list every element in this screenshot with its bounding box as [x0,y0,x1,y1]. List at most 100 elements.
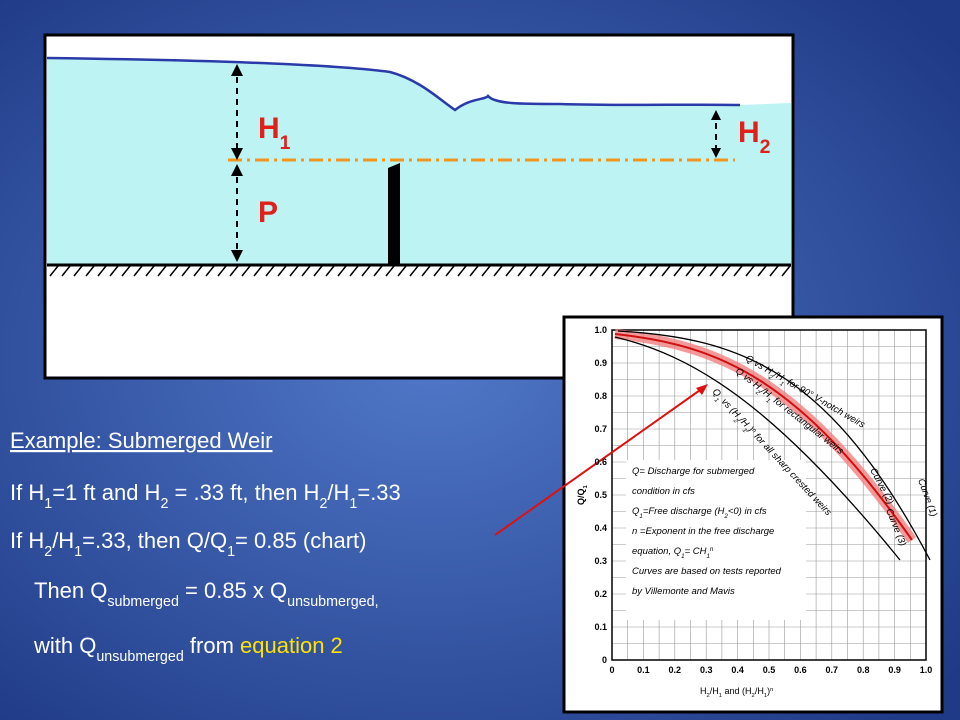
hatch [145,265,155,277]
subscript: 2 [160,496,168,512]
text-run: Curves are based on tests reported [632,566,782,577]
subscript: 2 [44,544,52,560]
text-run: If H [10,480,44,505]
y-tick-label: 0.9 [594,358,607,368]
y-tick-label: 0.2 [594,589,607,599]
text-run: H [258,112,280,145]
hatch [193,265,203,277]
hatch [337,265,347,277]
arrowhead [231,64,243,76]
hatch [469,265,479,277]
hatch [313,265,323,277]
text-run: H [700,686,707,696]
y-tick-label: 0.1 [594,622,607,632]
y-tick-label: 0 [602,655,607,665]
curve-3 [614,336,901,561]
x-tick-label: 0.7 [826,665,839,675]
text-line: If H1=1 ft and H2 = .33 ft, then H2/H1=.… [10,480,401,512]
subscript: 2 [760,136,771,158]
text-run: Then Q [34,578,107,603]
subscript: 1 [639,513,642,520]
text-run: ) [767,686,770,696]
note-line: Q1=Free discharge (H2<0) in cfs [632,506,767,520]
text-run: /H [771,369,786,384]
hatch [253,265,263,277]
hatch [433,265,443,277]
hatch [289,265,299,277]
text-run: =.33 [357,480,400,505]
text-run: n =Exponent in the free discharge [632,526,774,537]
submergence-chart: Q vs H2/H1 for 90° V-notch weirs Q vs H2… [494,315,944,714]
hatch [181,265,191,277]
hatch [409,265,419,277]
example-title: Example: Submerged Weir [10,428,273,453]
hatch [541,265,551,277]
note-line: Curves are based on tests reported [632,566,782,577]
note-line: Q= Discharge for submerged [632,466,755,477]
note-line: n =Exponent in the free discharge [632,526,774,537]
hatch [733,265,743,277]
hatch [385,265,395,277]
hatch [61,265,71,277]
hatch [373,265,383,277]
plot-frame [611,329,927,661]
subscript: 1 [349,496,357,512]
text-run: =.33, then Q/Q [82,528,227,553]
subscript: 2 [732,416,741,424]
x-tick-label: 0.9 [888,665,901,675]
text-run: P [258,196,278,229]
subscript: 2 [752,693,755,699]
h1-label: H1 [258,112,291,154]
subscript: 2 [319,496,327,512]
hatch [97,265,107,277]
hatch [217,265,227,277]
x-tick-label: 0.4 [731,665,744,675]
hatch [601,265,611,277]
subscript: 1 [227,544,235,560]
subscript: 1 [681,553,684,560]
subscript: 1 [719,693,722,699]
hatch [685,265,695,277]
superscript: n [751,427,759,435]
hatch [241,265,251,277]
hatch [205,265,215,277]
x-tick-label: 0.5 [763,665,776,675]
y-axis-label: Q/Q1 [576,484,589,505]
text-run: from [184,633,240,658]
highlight: equation 2 [240,633,343,658]
hatch [625,265,635,277]
text-run: If H [10,528,44,553]
hatch [85,265,95,277]
hatch [397,265,407,277]
arrowhead [231,164,243,176]
hatch [553,265,563,277]
hatch [157,265,167,277]
subscript: 1 [764,693,767,699]
text-run: ) [745,424,756,435]
text-line: Then Qsubmerged = 0.85 x Qunsubmerged, [34,578,379,610]
curve-2 [614,333,913,541]
subscript: 1 [74,544,82,560]
water-surface [46,56,741,112]
text-run: /H [327,480,349,505]
hatch [361,265,371,277]
hatch [769,265,779,277]
text-run: /H [710,686,719,696]
subscript: 1 [706,553,709,560]
hatch [169,265,179,277]
text-run: Q [632,506,640,517]
arrowhead [711,110,721,120]
x-tick-label: 0.1 [637,665,650,675]
text-run: <0) in cfs [728,506,767,517]
subscript: 1 [765,397,772,405]
hatch [661,265,671,277]
hatch [277,265,287,277]
text-run: and (H [722,686,752,696]
y-tick-label: 0.6 [594,457,607,467]
hatch [133,265,143,277]
weir-plate [388,163,400,265]
subscript: unsubmerged, [287,594,378,610]
note-line: by Villemonte and Mavis [632,586,735,597]
hatch [517,265,527,277]
hatch [649,265,659,277]
